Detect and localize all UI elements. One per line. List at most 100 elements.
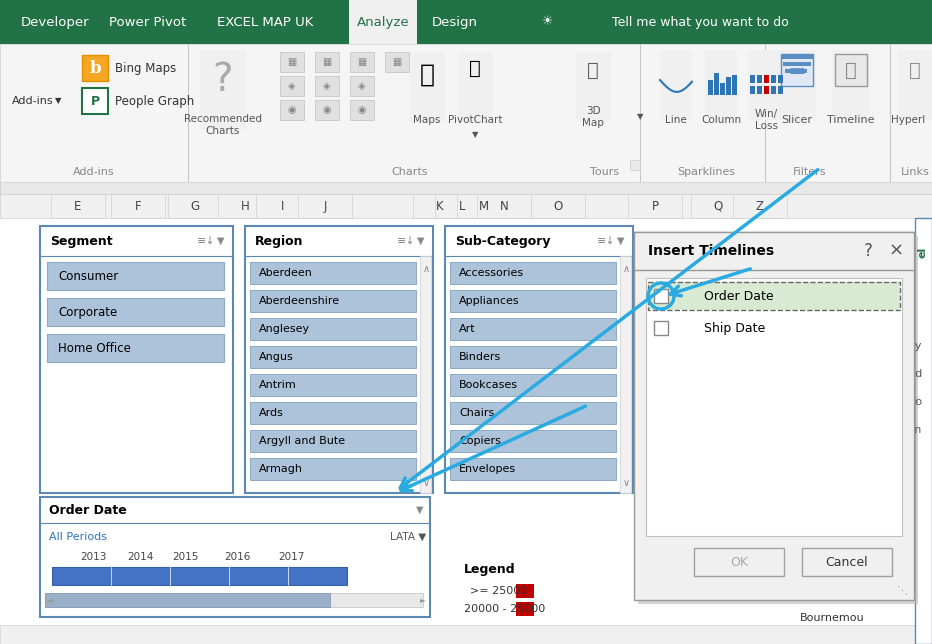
Text: Chairs: Chairs bbox=[459, 408, 494, 418]
Text: 2015: 2015 bbox=[172, 552, 199, 562]
Bar bbox=[802, 548, 892, 576]
Bar bbox=[915, 218, 932, 644]
Bar bbox=[45, 593, 330, 607]
Bar bbox=[757, 86, 762, 94]
Bar bbox=[250, 458, 416, 480]
Text: PivotChart: PivotChart bbox=[447, 115, 502, 125]
Bar bbox=[576, 52, 611, 122]
Bar bbox=[781, 54, 813, 86]
Bar bbox=[256, 194, 310, 218]
Text: 20000 - 25000: 20000 - 25000 bbox=[464, 604, 545, 614]
FancyArrowPatch shape bbox=[670, 269, 750, 296]
Text: Ship Date: Ship Date bbox=[704, 321, 765, 334]
Bar bbox=[648, 282, 900, 310]
Bar bbox=[45, 593, 423, 607]
Text: Tours: Tours bbox=[591, 167, 620, 177]
Text: Home Office: Home Office bbox=[58, 341, 130, 354]
Bar bbox=[450, 430, 616, 452]
Bar bbox=[720, 83, 725, 95]
Text: Copiers: Copiers bbox=[459, 436, 500, 446]
Text: Q: Q bbox=[713, 200, 722, 213]
Bar bbox=[435, 194, 489, 218]
Bar bbox=[410, 52, 445, 122]
Text: Insert Timelines: Insert Timelines bbox=[648, 244, 774, 258]
Text: Developer: Developer bbox=[21, 15, 89, 28]
Text: P: P bbox=[90, 95, 100, 108]
Text: EXCEL MAP UK: EXCEL MAP UK bbox=[217, 15, 313, 28]
Text: Ards: Ards bbox=[259, 408, 284, 418]
Text: 🌐: 🌐 bbox=[587, 61, 599, 79]
Text: 📊: 📊 bbox=[469, 59, 481, 77]
Text: Binders: Binders bbox=[459, 352, 501, 362]
Text: Aberdeenshire: Aberdeenshire bbox=[259, 296, 340, 306]
Bar bbox=[0, 194, 932, 218]
Bar bbox=[654, 289, 668, 303]
Text: H: H bbox=[240, 200, 250, 213]
Text: Region: Region bbox=[255, 234, 304, 247]
Bar bbox=[457, 194, 511, 218]
Text: 2014: 2014 bbox=[127, 552, 154, 562]
Text: lin: lin bbox=[908, 425, 922, 435]
Text: Analyze: Analyze bbox=[357, 15, 409, 28]
Bar bbox=[40, 226, 233, 493]
Text: ▼: ▼ bbox=[472, 131, 478, 140]
Bar bbox=[757, 75, 762, 83]
Text: People Graph: People Graph bbox=[115, 95, 194, 108]
Bar bbox=[200, 50, 246, 130]
Bar bbox=[516, 602, 534, 616]
Text: Win/
Loss: Win/ Loss bbox=[754, 109, 777, 131]
Text: Charts: Charts bbox=[391, 167, 428, 177]
Text: N: N bbox=[500, 200, 508, 213]
Text: Add-ins: Add-ins bbox=[74, 167, 115, 177]
Text: ◉: ◉ bbox=[358, 105, 366, 115]
Bar bbox=[0, 0, 932, 44]
Text: Slicer: Slicer bbox=[782, 115, 813, 125]
Text: Recommended
Charts: Recommended Charts bbox=[184, 114, 262, 136]
Text: Sparklines: Sparklines bbox=[677, 167, 735, 177]
Text: ≡: ≡ bbox=[788, 60, 806, 80]
Text: ⏱: ⏱ bbox=[845, 61, 857, 79]
Bar bbox=[778, 75, 783, 83]
Text: Design: Design bbox=[432, 15, 478, 28]
Text: ∧: ∧ bbox=[422, 264, 430, 274]
FancyArrowPatch shape bbox=[401, 406, 585, 491]
Text: ≡↓: ≡↓ bbox=[597, 236, 616, 246]
Text: 🌐: 🌐 bbox=[419, 63, 434, 87]
Bar bbox=[450, 346, 616, 368]
Text: K: K bbox=[436, 200, 444, 213]
Text: Add-ins: Add-ins bbox=[12, 96, 54, 106]
Text: Order Date: Order Date bbox=[704, 290, 774, 303]
Bar bbox=[750, 75, 755, 83]
Bar bbox=[51, 194, 105, 218]
Bar bbox=[450, 374, 616, 396]
Bar bbox=[778, 86, 783, 94]
Bar bbox=[82, 88, 108, 114]
Text: ×: × bbox=[888, 242, 903, 260]
Text: ◈: ◈ bbox=[288, 81, 295, 91]
Text: ∨: ∨ bbox=[422, 478, 430, 488]
Bar bbox=[250, 318, 416, 340]
Text: P: P bbox=[651, 200, 659, 213]
Text: M: M bbox=[479, 200, 489, 213]
Text: ey: ey bbox=[908, 341, 922, 351]
Text: LATA ▼: LATA ▼ bbox=[390, 532, 426, 542]
Text: Argyll and Bute: Argyll and Bute bbox=[259, 436, 345, 446]
Text: ☀: ☀ bbox=[542, 15, 554, 28]
Text: ◄: ◄ bbox=[47, 596, 53, 605]
Bar bbox=[771, 86, 776, 94]
Text: 2017: 2017 bbox=[278, 552, 305, 562]
Bar bbox=[778, 50, 816, 120]
Text: Legend: Legend bbox=[464, 564, 515, 576]
Text: Consumer: Consumer bbox=[58, 269, 118, 283]
Bar bbox=[732, 75, 737, 95]
Text: Accessories: Accessories bbox=[459, 268, 524, 278]
Bar bbox=[350, 100, 374, 120]
Bar bbox=[315, 52, 339, 72]
Bar bbox=[0, 218, 932, 644]
Bar bbox=[250, 262, 416, 284]
Bar bbox=[764, 86, 769, 94]
Bar bbox=[785, 69, 807, 73]
Bar bbox=[450, 318, 616, 340]
Text: ►: ► bbox=[420, 596, 426, 605]
Text: ▼: ▼ bbox=[55, 97, 62, 106]
